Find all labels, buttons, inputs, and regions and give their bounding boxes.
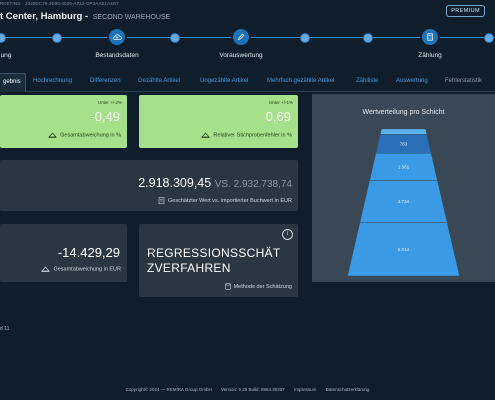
card-label: Geschätzter Wert vs. importierter Buchwe… [168,197,292,204]
pencil-icon [237,33,245,41]
funnel-layer[interactable] [380,128,427,135]
tab-mehrfach-gezaehlte-artikel[interactable]: Mehrfach gezählte Artikel [267,78,335,84]
page-title: t Center, Hamburg - SECOND WAREHOUSE [0,11,170,22]
card-sample-error: Unter +/-1% 0,69 Relativer Stichprobenfe… [139,95,298,148]
scale-icon [201,132,211,138]
card-label: Relativer Stichprobenfehler in % [213,132,292,139]
wizard-step-label: Zählung [418,52,442,59]
threshold-text: Unter +/-1% [268,100,293,105]
chart-panel: Wertverteilung pro Schicht 763 1.561 3.734… [312,94,495,282]
card-footer: Geschätzter Wert vs. importierter Buchwe… [158,197,292,204]
funnel-layer-label: 763 [400,141,408,146]
footer: Copyright© 2024 — REMIRA Group GmbH Vers… [0,387,495,392]
footer-copyright: Copyright© 2024 — REMIRA Group GmbH [125,387,212,392]
deviation-percent-value: -0,49 [90,109,120,124]
pagination-text: d 11 [0,326,10,332]
wizard-step-label: ung [0,52,12,59]
tab-auswertung[interactable]: Auswertung [396,78,428,84]
card-estimated-value: 2.918.309,45 VS. 2.932.738,74 Geschätzte… [0,160,298,211]
tab-ergebnis[interactable]: gebnis [0,73,26,92]
tab-zaehlliste[interactable]: Zählliste [356,78,379,84]
wizard-step-vorauswertung[interactable] [233,29,249,45]
funnel-layer-label: 1.561 [398,164,410,169]
wizard-step-label: Vorauswertung [219,52,263,59]
card-label: Gesamtabweichung in EUR [53,266,121,273]
tab-gezaehlte-artikel[interactable]: Gezählte Artikel [138,78,181,84]
footer-version: Version: 9.25 Build: 8864.30207 [220,387,285,392]
wizard-step-label: Bestandsdaten [95,52,139,59]
tab-bar: gebnis Hochrechnung Differenzen Gezählte… [0,73,495,92]
wizard-step-dot[interactable] [363,33,373,43]
premium-badge[interactable]: PREMIUM [446,5,485,17]
wizard-step-dot[interactable] [484,33,494,43]
estimated-value: 2.918.309,45 [138,176,212,190]
scale-icon [48,132,57,138]
card-footer: Methode der Schätzung [224,283,292,290]
tab-hochrechnung[interactable]: Hochrechnung [33,78,73,84]
card-footer: Relativer Stichprobenfehler in % [201,132,292,138]
wizard-step-dot[interactable] [300,33,310,43]
wizard-step-dot[interactable] [52,33,62,43]
threshold-text: Unter +/-2% [97,100,122,105]
card-estimation-method: i REGRESSIONSSCHÄTZVERFAHREN Methode der… [139,224,298,297]
funnel-layer-label: 6.014 [398,247,410,252]
wizard-step-1[interactable] [0,33,6,43]
tab-fehlerstatistik[interactable]: Fehlerstatistik [445,78,483,84]
estimated-value-line: 2.918.309,45 VS. 2.932.738,74 [138,176,292,190]
funnel-layer-label: 3.734 [398,199,410,204]
card-label: Methode der Schätzung [233,283,292,290]
info-icon[interactable]: i [282,229,293,240]
wizard-step-bestandsdaten[interactable] [109,29,125,45]
chart-title: Wertverteilung pro Schicht [362,109,445,116]
wizard-step-zaehlung[interactable] [422,29,438,45]
database-icon [224,283,231,290]
tab-ungezaehlte-artikel[interactable]: Ungezählte Artikel [200,78,249,84]
card-footer: Gesamtabweichung in EUR [41,266,121,272]
footer-privacy-link[interactable]: Datenschutzerklärung [325,387,370,392]
page-subtitle: SECOND WAREHOUSE [92,14,171,21]
card-deviation-percent: Unter +/-2% -0,49 Gesamtabweichung in % [0,95,127,148]
book-value-compare: VS. 2.932.738,74 [214,179,292,190]
cloud-upload-icon [113,34,122,40]
page-title-text: t Center, Hamburg - [0,11,89,22]
wizard-step-dot[interactable] [170,33,180,43]
calculator-icon [427,33,433,41]
funnel-layer[interactable] [347,222,460,277]
card-footer: Gesamtabweichung in % [48,132,121,138]
document-icon [158,197,165,204]
sample-error-value: 0,69 [265,109,291,124]
funnel-chart: 763 1.561 3.734 6.014 [347,128,460,277]
card-deviation-eur: -14.429,29 Gesamtabweichung in EUR [0,224,127,282]
footer-imprint-link[interactable]: Impressum [294,387,317,392]
card-label: Gesamtabweichung in % [60,132,121,139]
tab-differenzen[interactable]: Differenzen [90,78,121,84]
deviation-eur-value: -14.429,29 [57,245,120,260]
breadcrumb: RKETING · 2020DC79-2E90-4029-A713-OP3AAE… [0,1,119,6]
estimation-method-value: REGRESSIONSSCHÄTZVERFAHREN [147,246,281,275]
scale-icon [41,266,51,272]
